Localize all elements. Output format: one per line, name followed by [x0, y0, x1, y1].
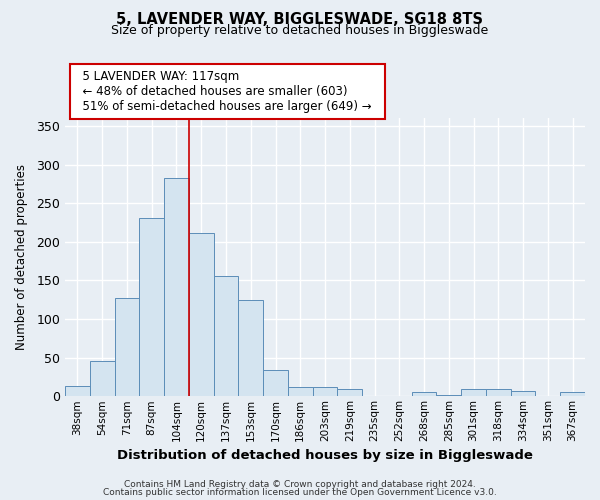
Bar: [511, 391, 535, 396]
Bar: [115, 298, 139, 396]
Bar: [337, 388, 362, 396]
Bar: [238, 300, 263, 396]
Bar: [164, 178, 189, 396]
Text: Contains public sector information licensed under the Open Government Licence v3: Contains public sector information licen…: [103, 488, 497, 497]
Bar: [263, 370, 288, 396]
Y-axis label: Number of detached properties: Number of detached properties: [15, 164, 28, 350]
Bar: [139, 218, 164, 396]
Text: Size of property relative to detached houses in Biggleswade: Size of property relative to detached ho…: [112, 24, 488, 37]
Bar: [436, 394, 461, 396]
Bar: [90, 360, 115, 396]
Bar: [461, 388, 486, 396]
Bar: [486, 390, 511, 396]
Bar: [560, 392, 585, 396]
Bar: [412, 392, 436, 396]
Bar: [189, 232, 214, 396]
Bar: [313, 387, 337, 396]
Text: 5, LAVENDER WAY, BIGGLESWADE, SG18 8TS: 5, LAVENDER WAY, BIGGLESWADE, SG18 8TS: [116, 12, 484, 28]
X-axis label: Distribution of detached houses by size in Biggleswade: Distribution of detached houses by size …: [117, 450, 533, 462]
Bar: [214, 276, 238, 396]
Text: Contains HM Land Registry data © Crown copyright and database right 2024.: Contains HM Land Registry data © Crown c…: [124, 480, 476, 489]
Bar: [288, 387, 313, 396]
Bar: [65, 386, 90, 396]
Text: 5 LAVENDER WAY: 117sqm  
  ← 48% of detached houses are smaller (603)  
  51% of: 5 LAVENDER WAY: 117sqm ← 48% of detached…: [76, 70, 380, 112]
